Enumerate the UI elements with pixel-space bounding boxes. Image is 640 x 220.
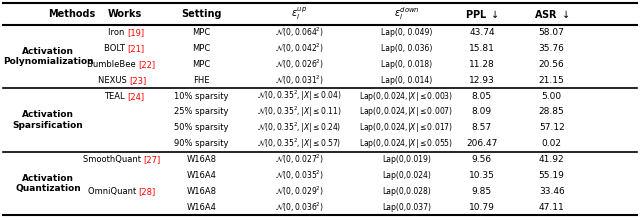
Text: TEAL: TEAL: [104, 92, 127, 101]
Text: Setting: Setting: [181, 9, 222, 19]
Text: TEAL [24]: TEAL [24]: [104, 92, 145, 101]
Text: 50% sparsity: 50% sparsity: [174, 123, 229, 132]
Text: BOLT: BOLT: [104, 44, 127, 53]
Text: FHE: FHE: [193, 76, 210, 85]
Text: Lap(0,0.028): Lap(0,0.028): [382, 187, 431, 196]
Text: PPL $\downarrow$: PPL $\downarrow$: [465, 9, 499, 20]
Text: Iron [19]: Iron [19]: [107, 28, 143, 37]
Text: Lap(0, 0.014): Lap(0, 0.014): [381, 76, 432, 85]
Text: Activation
Sparsification: Activation Sparsification: [13, 110, 83, 130]
Text: Methods: Methods: [48, 9, 95, 19]
Text: [24]: [24]: [127, 92, 144, 101]
Text: 58.07: 58.07: [539, 28, 564, 37]
Text: [22]: [22]: [138, 60, 156, 69]
Text: $\mathcal{N}(0,0.35^2,|X|\leq 0.24)$: $\mathcal{N}(0,0.35^2,|X|\leq 0.24)$: [257, 121, 342, 135]
Text: NEXUS [23]: NEXUS [23]: [100, 76, 149, 85]
Text: Iron: Iron: [108, 28, 127, 37]
Text: 43.74: 43.74: [469, 28, 495, 37]
Text: MPC: MPC: [193, 44, 211, 53]
Text: Activation
Quantization: Activation Quantization: [15, 174, 81, 193]
Text: 41.92: 41.92: [539, 155, 564, 164]
Text: 12.93: 12.93: [469, 76, 495, 85]
Text: 57.12: 57.12: [539, 123, 564, 132]
Text: 11.28: 11.28: [469, 60, 495, 69]
Text: $\mathcal{N}(0,0.064^2)$: $\mathcal{N}(0,0.064^2)$: [275, 26, 324, 39]
Text: $\mathcal{N}(0,0.35^2,|X|\leq 0.11)$: $\mathcal{N}(0,0.35^2,|X|\leq 0.11)$: [257, 105, 342, 119]
Text: Lap(0,0.024,$|X|\leq 0.055$): Lap(0,0.024,$|X|\leq 0.055$): [359, 137, 454, 150]
Text: 55.19: 55.19: [539, 171, 564, 180]
Text: 25% sparsity: 25% sparsity: [174, 108, 229, 116]
Text: [23]: [23]: [129, 76, 147, 85]
Text: Lap(0,0.037): Lap(0,0.037): [382, 203, 431, 211]
Text: BOLT [21]: BOLT [21]: [104, 44, 145, 53]
Text: MPC: MPC: [193, 60, 211, 69]
Text: $\mathcal{N}(0,0.026^2)$: $\mathcal{N}(0,0.026^2)$: [275, 58, 324, 71]
Text: $\mathcal{N}(0,0.35^2,|X|\leq 0.57)$: $\mathcal{N}(0,0.35^2,|X|\leq 0.57)$: [257, 136, 342, 151]
Text: Lap(0,0.024): Lap(0,0.024): [382, 171, 431, 180]
Text: Lap(0,0.019): Lap(0,0.019): [382, 155, 431, 164]
Text: BumbleBee: BumbleBee: [87, 60, 138, 69]
Text: 20.56: 20.56: [539, 60, 564, 69]
Text: [27]: [27]: [143, 155, 161, 164]
Text: [21]: [21]: [127, 44, 144, 53]
Text: ASR $\downarrow$: ASR $\downarrow$: [534, 9, 570, 20]
Text: 9.56: 9.56: [472, 155, 492, 164]
Text: 35.76: 35.76: [539, 44, 564, 53]
Text: $\mathcal{N}(0,0.036^2)$: $\mathcal{N}(0,0.036^2)$: [275, 200, 324, 214]
Text: Lap(0,0.024,$|X|\leq 0.003$): Lap(0,0.024,$|X|\leq 0.003$): [359, 90, 454, 103]
Text: 33.46: 33.46: [539, 187, 564, 196]
Text: 8.09: 8.09: [472, 108, 492, 116]
Text: 5.00: 5.00: [541, 92, 562, 101]
Text: OmniQuant [28]: OmniQuant [28]: [91, 187, 159, 196]
Text: 206.47: 206.47: [466, 139, 498, 148]
Text: 47.11: 47.11: [539, 203, 564, 211]
Text: $\mathcal{N}(0,0.031^2)$: $\mathcal{N}(0,0.031^2)$: [275, 74, 324, 87]
Text: Lap(0, 0.036): Lap(0, 0.036): [381, 44, 432, 53]
Text: $\varepsilon_l^{down}$: $\varepsilon_l^{down}$: [394, 6, 419, 22]
Text: NEXUS: NEXUS: [98, 76, 129, 85]
Text: 90% sparsity: 90% sparsity: [174, 139, 229, 148]
Text: 10% sparsity: 10% sparsity: [174, 92, 229, 101]
Text: SmoothQuant [27]: SmoothQuant [27]: [86, 155, 164, 164]
Text: W16A8: W16A8: [187, 187, 216, 196]
Text: Lap(0,0.024,$|X|\leq 0.007$): Lap(0,0.024,$|X|\leq 0.007$): [359, 105, 454, 119]
Text: $\mathcal{N}(0,0.042^2)$: $\mathcal{N}(0,0.042^2)$: [275, 42, 324, 55]
Text: Works: Works: [108, 9, 142, 19]
Text: SmoothQuant: SmoothQuant: [83, 155, 143, 164]
Text: 8.05: 8.05: [472, 92, 492, 101]
Text: MPC: MPC: [193, 28, 211, 37]
Text: Activation
Polynomialization: Activation Polynomialization: [3, 47, 93, 66]
Text: 15.81: 15.81: [469, 44, 495, 53]
Text: 0.02: 0.02: [541, 139, 562, 148]
Text: $\varepsilon_l^{up}$: $\varepsilon_l^{up}$: [291, 6, 308, 22]
Text: [19]: [19]: [127, 28, 144, 37]
Text: BumbleBee [22]: BumbleBee [22]: [90, 60, 159, 69]
Text: 10.79: 10.79: [469, 203, 495, 211]
Text: 28.85: 28.85: [539, 108, 564, 116]
Text: 8.57: 8.57: [472, 123, 492, 132]
Text: W16A4: W16A4: [187, 171, 216, 180]
Text: Lap(0,0.024,$|X|\leq 0.017$): Lap(0,0.024,$|X|\leq 0.017$): [359, 121, 454, 134]
Text: $\mathcal{N}(0,0.35^2,|X|\leq 0.04)$: $\mathcal{N}(0,0.35^2,|X|\leq 0.04)$: [257, 89, 342, 103]
Text: 9.85: 9.85: [472, 187, 492, 196]
Text: Lap(0, 0.018): Lap(0, 0.018): [381, 60, 432, 69]
Text: 10.35: 10.35: [469, 171, 495, 180]
Text: OmniQuant: OmniQuant: [88, 187, 138, 196]
Text: $\mathcal{N}(0,0.027^2)$: $\mathcal{N}(0,0.027^2)$: [275, 153, 324, 166]
Text: [28]: [28]: [138, 187, 156, 196]
Text: $\mathcal{N}(0,0.035^2)$: $\mathcal{N}(0,0.035^2)$: [275, 169, 324, 182]
Text: Lap(0, 0.049): Lap(0, 0.049): [381, 28, 432, 37]
Text: $\mathcal{N}(0,0.029^2)$: $\mathcal{N}(0,0.029^2)$: [275, 185, 324, 198]
Text: 21.15: 21.15: [539, 76, 564, 85]
Text: W16A4: W16A4: [187, 203, 216, 211]
Text: W16A8: W16A8: [187, 155, 216, 164]
